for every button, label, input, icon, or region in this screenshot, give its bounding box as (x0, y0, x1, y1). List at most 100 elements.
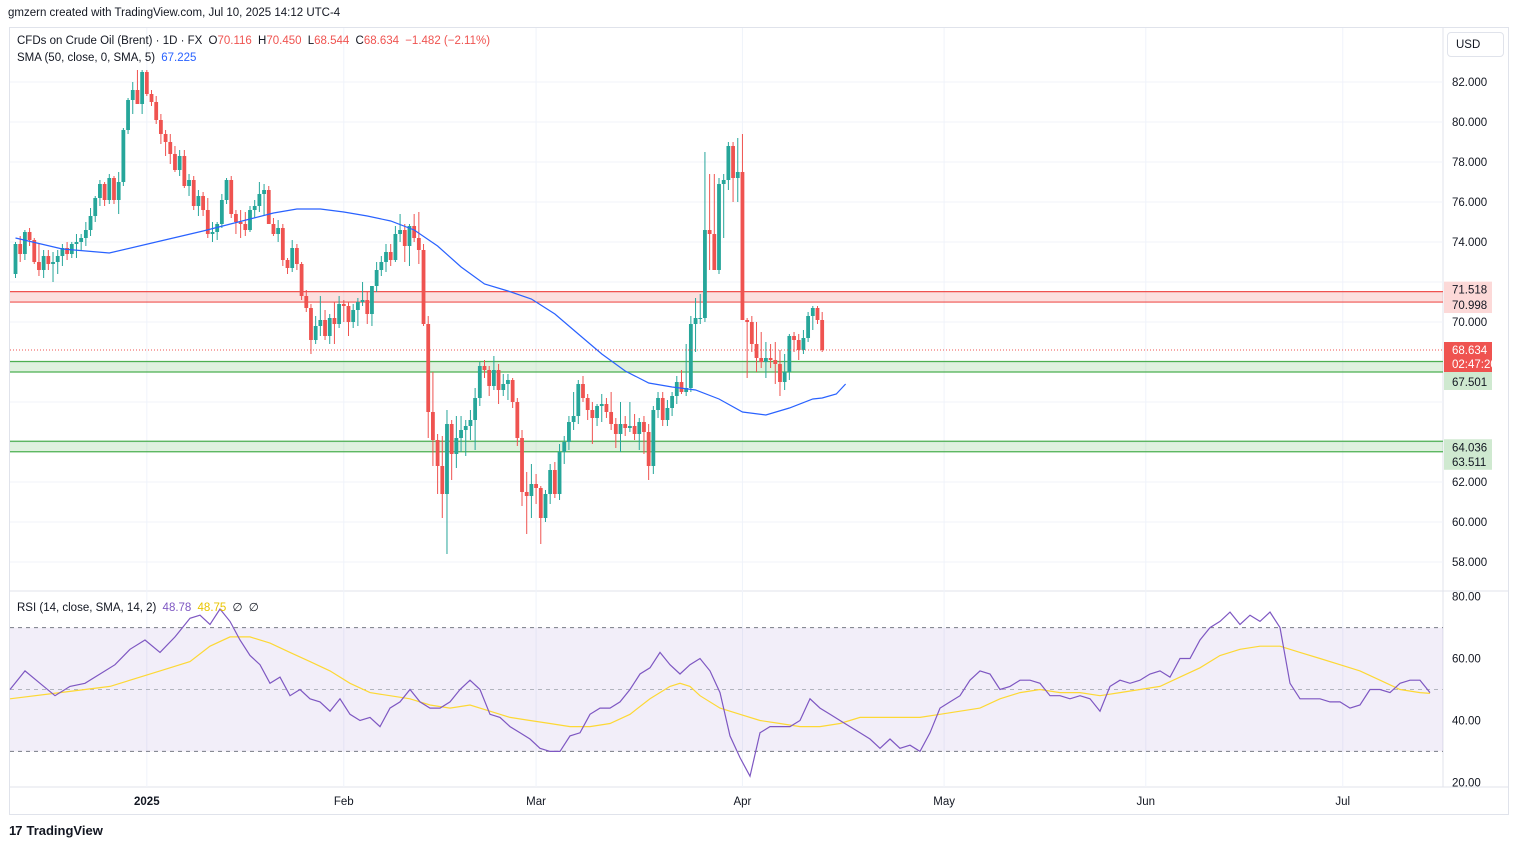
sma-label: SMA (50, close, 0, SMA, 5) (17, 52, 156, 64)
candle-body (721, 180, 726, 184)
sma-line (15, 208, 847, 416)
candle-body (749, 322, 754, 344)
candle-body (491, 370, 496, 386)
candle-body (538, 488, 543, 518)
candle-body (595, 406, 599, 418)
candle-body (201, 196, 205, 210)
candle-body (754, 344, 759, 358)
candle-body (731, 146, 735, 178)
y-tick-label: 80.000 (1452, 117, 1487, 129)
rsi-ma-line (9, 636, 1431, 728)
rsi-y-tick-label: 40.00 (1452, 715, 1481, 727)
candle-body (688, 324, 693, 388)
candle-body (27, 232, 32, 240)
candle-body (379, 262, 384, 270)
candle-body (135, 90, 140, 104)
close-label: C (355, 35, 364, 47)
candle-body (529, 484, 534, 496)
zone-bottom-price-label: 63.511 (1452, 457, 1486, 469)
candle-body (140, 72, 145, 104)
candle-body (252, 206, 257, 210)
candle-body (393, 234, 398, 260)
candle-body (112, 178, 116, 200)
candle-body (552, 470, 557, 494)
candle-body (548, 470, 553, 494)
candle-body (313, 326, 318, 340)
y-tick-label: 78.000 (1452, 157, 1487, 169)
candle-body (285, 260, 290, 268)
candle-body (402, 230, 407, 246)
candle-body (224, 180, 229, 200)
candle-body (796, 340, 801, 350)
currency-button[interactable]: USD (1447, 32, 1504, 57)
rsi-y-tick-label: 20.00 (1452, 777, 1481, 789)
candle-body (365, 300, 370, 314)
chart-credit-text: gmzern created with TradingView.com, Jul… (8, 7, 341, 19)
rsi-empty-1: ∅ (232, 602, 243, 614)
candle-body (726, 146, 731, 180)
candle-body (623, 424, 628, 428)
candle-body (318, 320, 323, 326)
candle-body (426, 324, 431, 412)
candle-body (370, 286, 374, 314)
open-label: O (208, 35, 218, 47)
candle-body (234, 214, 238, 222)
x-tick-label: Apr (733, 796, 751, 808)
candle-body (740, 172, 745, 320)
candle-body (421, 250, 426, 324)
candle-body (83, 230, 88, 238)
candle-body (191, 180, 196, 206)
rsi-label: RSI (14, close, SMA, 14, 2) (17, 602, 157, 614)
tradingview-logo-text: TradingView (26, 823, 103, 838)
candle-body (627, 426, 632, 428)
candle-body (477, 366, 482, 398)
candle-body (295, 248, 299, 264)
candle-body (168, 142, 173, 154)
candle-body (229, 180, 234, 214)
candle-body (173, 154, 177, 170)
candle-body (585, 398, 590, 410)
candle-body (801, 338, 806, 350)
candle-body (698, 318, 703, 319)
candle-body (670, 396, 674, 408)
rsi-y-tick-label: 80.00 (1452, 592, 1481, 604)
x-tick-label: 2025 (134, 796, 160, 808)
candle-body (374, 270, 379, 286)
tradingview-logo[interactable]: 17 TradingView (9, 823, 103, 838)
y-tick-label: 70.000 (1452, 317, 1487, 329)
low-value: 68.544 (314, 35, 350, 47)
candle-body (88, 216, 93, 230)
zone-bottom-price-label-bg (1444, 297, 1492, 314)
candle-body (248, 210, 252, 230)
open-value: 70.116 (217, 35, 252, 47)
candle-body (735, 172, 740, 178)
candle-body (468, 420, 473, 426)
candle-body (351, 310, 356, 322)
candle-body (618, 424, 623, 434)
candle-body (238, 222, 243, 224)
candle-body (637, 422, 642, 434)
candle-body (74, 242, 79, 244)
zone-bottom-price-label: 70.998 (1452, 300, 1487, 312)
candle-body (187, 180, 191, 186)
candle-body (257, 194, 262, 206)
candle-body (346, 306, 351, 322)
candle-body (524, 492, 529, 496)
candle-body (717, 184, 721, 270)
candle-body (454, 438, 459, 454)
x-tick-label: Jul (1335, 796, 1350, 808)
x-tick-label: Jun (1137, 796, 1156, 808)
rsi-y-tick-label: 60.00 (1452, 654, 1481, 666)
sma-value: 67.225 (161, 52, 197, 64)
candle-body (674, 382, 679, 396)
candle-body (280, 228, 285, 260)
candle-body (51, 262, 55, 264)
countdown-label: 02:47:20 (1452, 359, 1497, 371)
candle-body (323, 320, 327, 336)
candle-body (764, 358, 768, 362)
candle-body (581, 384, 585, 398)
candle-body (684, 388, 689, 392)
candle-body (398, 230, 402, 234)
candle-body (646, 432, 651, 466)
